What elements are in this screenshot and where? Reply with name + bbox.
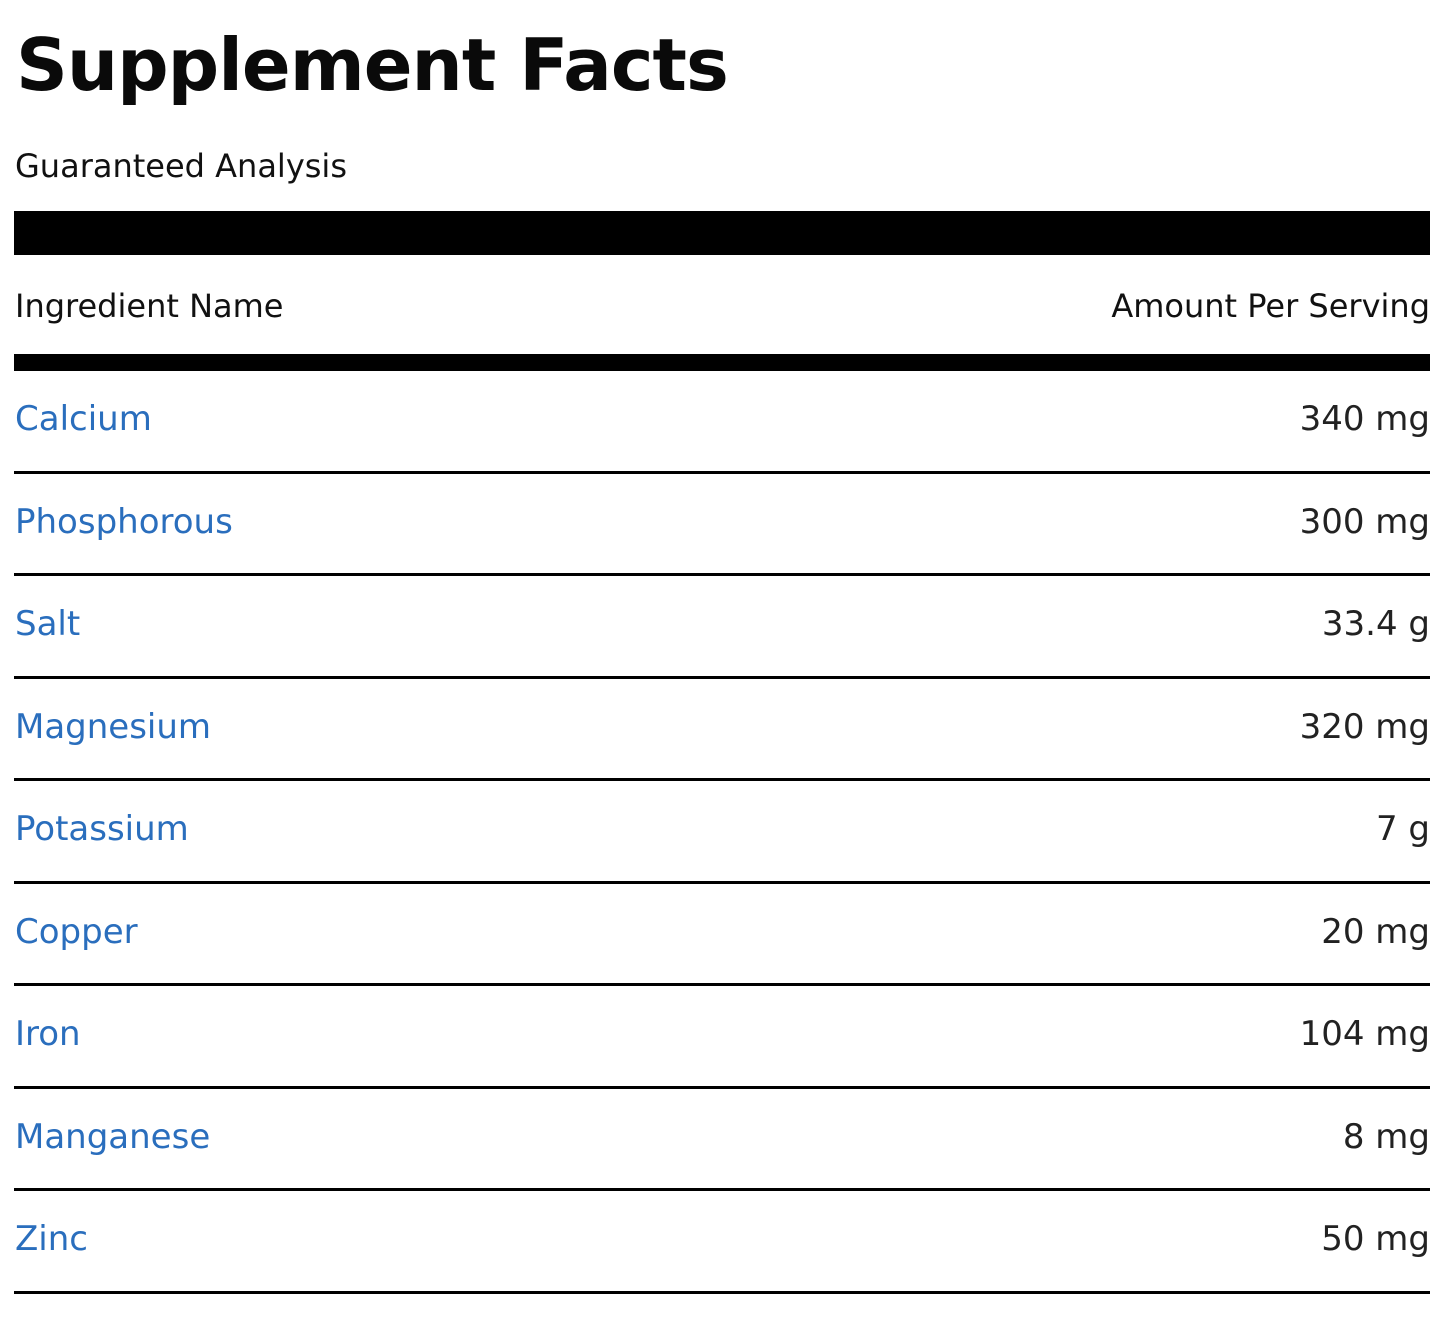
table-header: Ingredient Name Amount Per Serving: [14, 280, 1430, 330]
table-row: Salt 33.4 g: [14, 576, 1430, 679]
subtitle: Guaranteed Analysis: [15, 147, 347, 185]
ingredient-amount: 8 mg: [1342, 1116, 1430, 1157]
ingredient-amount: 104 mg: [1299, 1014, 1430, 1054]
ingredient-amount: 50 mg: [1321, 1219, 1430, 1259]
ingredient-list: Calcium 340 mg Phosphorous 300 mg Salt 3…: [14, 371, 1430, 1294]
table-row: Zinc 50 mg: [14, 1191, 1430, 1294]
header-thick-divider: [14, 211, 1430, 255]
ingredient-link-magnesium[interactable]: Magnesium: [15, 706, 212, 747]
ingredient-amount: 320 mg: [1299, 706, 1430, 747]
table-row: Manganese 8 mg: [14, 1089, 1430, 1191]
column-header-amount-per-serving: Amount Per Serving: [1111, 287, 1430, 325]
ingredient-link-salt[interactable]: Salt: [15, 604, 81, 644]
ingredient-amount: 340 mg: [1299, 399, 1430, 439]
ingredient-link-zinc[interactable]: Zinc: [15, 1219, 88, 1259]
table-row: Potassium 7 g: [14, 781, 1430, 884]
header-bottom-divider: [14, 354, 1430, 371]
ingredient-link-calcium[interactable]: Calcium: [15, 399, 152, 439]
table-row: Calcium 340 mg: [14, 371, 1430, 474]
table-row: Phosphorous 300 mg: [14, 474, 1430, 576]
table-row: Copper 20 mg: [14, 884, 1430, 986]
ingredient-amount: 33.4 g: [1321, 604, 1430, 644]
table-row: Magnesium 320 mg: [14, 679, 1430, 781]
ingredient-amount: 7 g: [1375, 809, 1430, 849]
ingredient-amount: 20 mg: [1321, 911, 1430, 952]
ingredient-link-copper[interactable]: Copper: [15, 911, 138, 952]
page-title: Supplement Facts: [16, 23, 729, 107]
table-row: Iron 104 mg: [14, 986, 1430, 1089]
ingredient-amount: 300 mg: [1299, 501, 1430, 542]
column-header-ingredient-name: Ingredient Name: [15, 287, 284, 325]
ingredient-link-iron[interactable]: Iron: [15, 1014, 81, 1054]
ingredient-link-potassium[interactable]: Potassium: [15, 809, 189, 849]
ingredient-link-phosphorous[interactable]: Phosphorous: [15, 501, 233, 542]
ingredient-link-manganese[interactable]: Manganese: [15, 1116, 211, 1157]
